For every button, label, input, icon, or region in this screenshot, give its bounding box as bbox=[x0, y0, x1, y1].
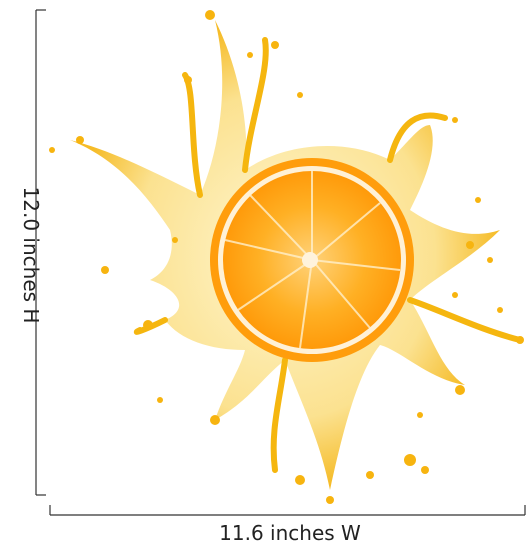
width-dimension bbox=[49, 505, 526, 516]
orange-slice bbox=[210, 158, 414, 362]
width-label: 11.6 inches W bbox=[219, 521, 361, 545]
height-dimension bbox=[35, 9, 46, 496]
height-label: 12.0 inches H bbox=[19, 187, 43, 324]
